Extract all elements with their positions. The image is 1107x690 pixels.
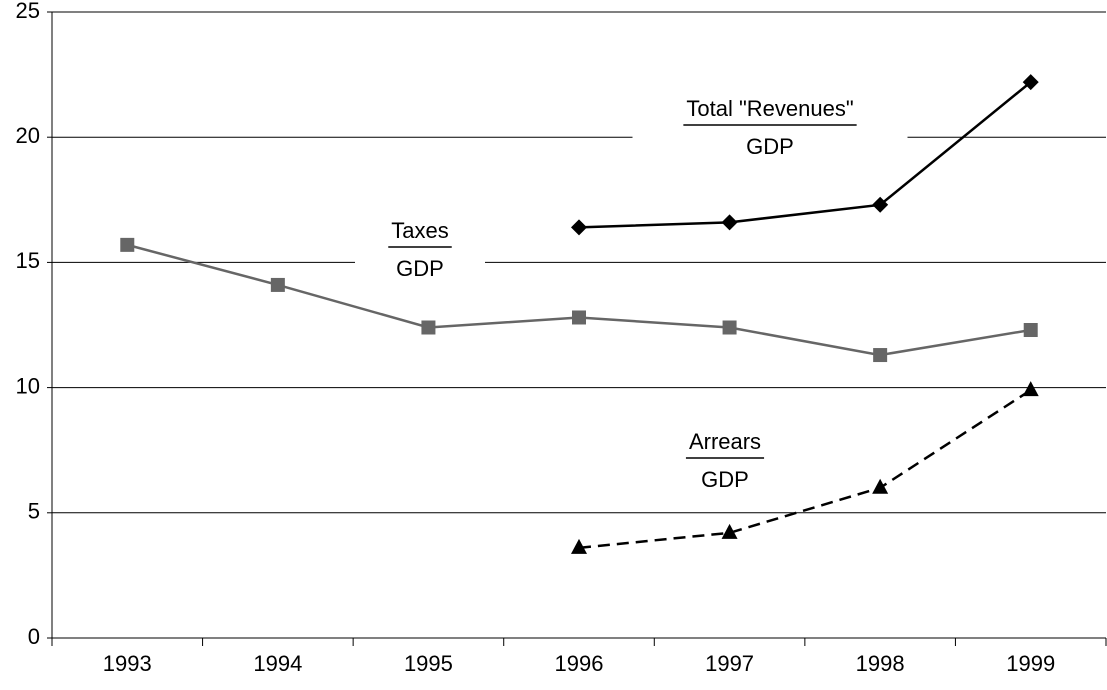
y-tick-label: 0 [28, 624, 40, 649]
series-label-denominator: GDP [396, 256, 444, 281]
label-background [665, 425, 785, 497]
x-tick-label: 1998 [856, 651, 905, 676]
marker [1023, 323, 1038, 338]
x-tick-label: 1995 [404, 651, 453, 676]
y-tick-label: 10 [16, 373, 40, 398]
marker [721, 523, 738, 539]
marker [421, 320, 436, 335]
label-background [632, 92, 908, 164]
marker [120, 237, 135, 252]
label-background [355, 214, 485, 286]
y-tick-label: 25 [16, 0, 40, 23]
series-label-denominator: GDP [746, 134, 794, 159]
series-line [578, 389, 1032, 550]
series-label-denominator: GDP [701, 467, 749, 492]
marker [873, 348, 888, 363]
marker [1022, 381, 1039, 397]
series-line [126, 243, 1031, 357]
marker [721, 214, 738, 231]
y-tick-label: 5 [28, 499, 40, 524]
marker [270, 277, 285, 292]
x-tick-label: 1999 [1006, 651, 1055, 676]
marker [571, 538, 587, 554]
y-tick-label: 15 [16, 248, 40, 273]
series-line [578, 81, 1032, 229]
series-label: Taxes [391, 218, 448, 243]
x-tick-label: 1996 [555, 651, 604, 676]
marker [571, 219, 587, 236]
marker [1022, 74, 1039, 91]
marker [872, 196, 889, 213]
series-label: Total "Revenues" [686, 96, 853, 121]
marker [872, 478, 889, 494]
x-tick-label: 1994 [253, 651, 302, 676]
marker [722, 320, 737, 335]
series-label: Arrears [689, 429, 761, 454]
y-tick-label: 20 [16, 123, 40, 148]
x-tick-label: 1993 [103, 651, 152, 676]
marker [572, 310, 586, 325]
x-tick-label: 1997 [705, 651, 754, 676]
